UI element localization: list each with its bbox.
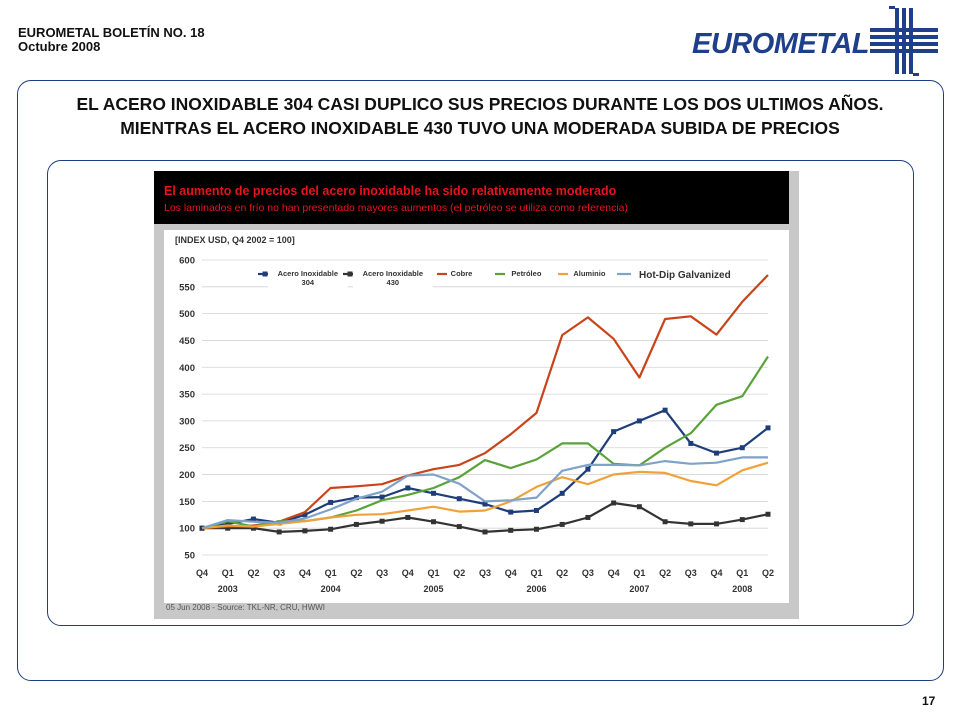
inner-frame <box>47 160 914 626</box>
chart-source: 05 Jun 2008 - Source: TKL-NR, CRU, HWWI <box>166 603 326 612</box>
bulletin-date: Octubre 2008 <box>18 39 101 54</box>
eurometal-logo: EUROMETAL <box>692 6 938 76</box>
plot-background <box>164 230 789 603</box>
index-label: [INDEX USD, Q4 2002 = 100] <box>175 235 295 245</box>
page-number: 17 <box>922 694 936 708</box>
outer-frame <box>17 80 944 681</box>
chart-subhead: Los laminados en frío no han presentado … <box>164 202 629 214</box>
bulletin-title: EUROMETAL BOLETÍN NO. 18 <box>18 25 205 40</box>
slide-title: EL ACERO INOXIDABLE 304 CASI DUPLICO SUS… <box>76 94 884 138</box>
bulletin-header: EUROMETAL BOLETÍN NO. 18 Octubre 2008 <box>18 26 205 54</box>
logo-text: EUROMETAL <box>692 28 869 60</box>
chart-header-bar <box>154 171 789 224</box>
chart-headline: El aumento de precios del acero inoxidab… <box>164 184 617 198</box>
logo-cross-icon <box>870 6 938 76</box>
